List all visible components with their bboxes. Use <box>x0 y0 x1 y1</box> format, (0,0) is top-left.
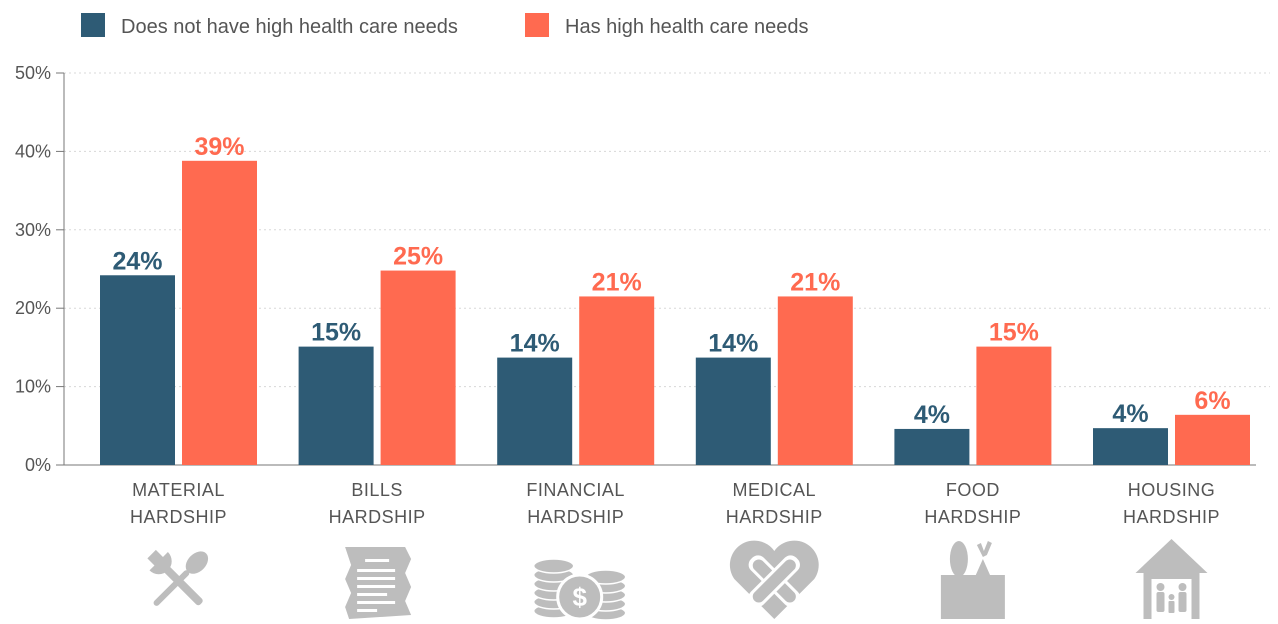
y-tick-label: 20% <box>15 298 51 318</box>
category-label-3-1: HARDSHIP <box>726 507 823 527</box>
data-label-5-0: 4% <box>1112 400 1148 428</box>
category-label-0-1: HARDSHIP <box>130 507 227 527</box>
data-label-3-1: 21% <box>790 268 840 296</box>
svg-text:$: $ <box>572 582 587 612</box>
tools-icon <box>147 549 209 606</box>
data-label-2-0: 14% <box>510 330 560 358</box>
data-label-2-1: 21% <box>592 268 642 296</box>
bar-0-0 <box>100 275 175 465</box>
bars <box>100 160 1250 466</box>
data-label-0-1: 39% <box>194 133 244 161</box>
category-label-2-1: HARDSHIP <box>527 507 624 527</box>
legend: Does not have high health care needs Has … <box>81 13 809 38</box>
data-label-4-0: 4% <box>914 401 950 429</box>
category-label-2-0: FINANCIAL <box>526 480 625 500</box>
category-label-4-0: FOOD <box>946 480 1000 500</box>
data-labels: 24% 39% 15% 25% 14% 21% 14% 21% 4% 15% 4% 6% <box>112 133 1230 429</box>
data-label-0-0: 24% <box>112 247 162 275</box>
bar-5-1 <box>1175 414 1250 465</box>
data-label-1-0: 15% <box>311 319 361 347</box>
category-icons: $ <box>147 539 1208 621</box>
category-label-0-0: MATERIAL <box>132 480 225 500</box>
data-label-1-1: 25% <box>393 243 443 271</box>
y-tick-label: 0% <box>25 455 51 475</box>
category-label-3-0: MEDICAL <box>733 480 817 500</box>
grocery-bag-icon <box>940 541 1005 619</box>
bar-4-1 <box>976 346 1052 465</box>
category-label-4-1: HARDSHIP <box>924 507 1021 527</box>
y-tick-label: 30% <box>15 220 51 240</box>
bar-1-1 <box>380 270 456 465</box>
y-tick-label: 10% <box>15 377 51 397</box>
legend-label-1: Has high health care needs <box>565 16 809 38</box>
coins-icon: $ <box>532 558 627 621</box>
bar-3-1 <box>777 296 853 465</box>
category-label-1-1: HARDSHIP <box>329 507 426 527</box>
data-label-5-1: 6% <box>1194 387 1230 415</box>
data-label-4-1: 15% <box>989 319 1039 347</box>
y-tick-label: 50% <box>15 63 51 83</box>
x-axis-categories: MATERIAL HARDSHIP BILLS HARDSHIP FINANCIAL HA… <box>130 480 1220 527</box>
heart-bandage-icon <box>729 540 819 619</box>
bar-3-0 <box>695 357 771 465</box>
bar-5-0 <box>1093 428 1168 465</box>
legend-label-0: Does not have high health care needs <box>121 16 458 38</box>
house-family-icon <box>1135 539 1208 619</box>
bill-icon <box>345 547 412 619</box>
data-label-3-0: 14% <box>708 330 758 358</box>
bar-2-0 <box>497 357 573 465</box>
bar-0-1 <box>182 160 257 466</box>
gridlines <box>64 72 1270 388</box>
bar-1-0 <box>298 346 374 465</box>
legend-swatch-0 <box>81 13 105 37</box>
y-axis: 0% 10% 20% 30% 40% 50% <box>15 63 1256 475</box>
category-label-5-1: HARDSHIP <box>1123 507 1220 527</box>
bar-2-1 <box>579 296 655 465</box>
y-tick-label: 40% <box>15 141 51 161</box>
category-label-5-0: HOUSING <box>1128 480 1216 500</box>
legend-swatch-1 <box>525 13 549 37</box>
bar-4-0 <box>894 428 970 465</box>
category-label-1-0: BILLS <box>351 480 403 500</box>
